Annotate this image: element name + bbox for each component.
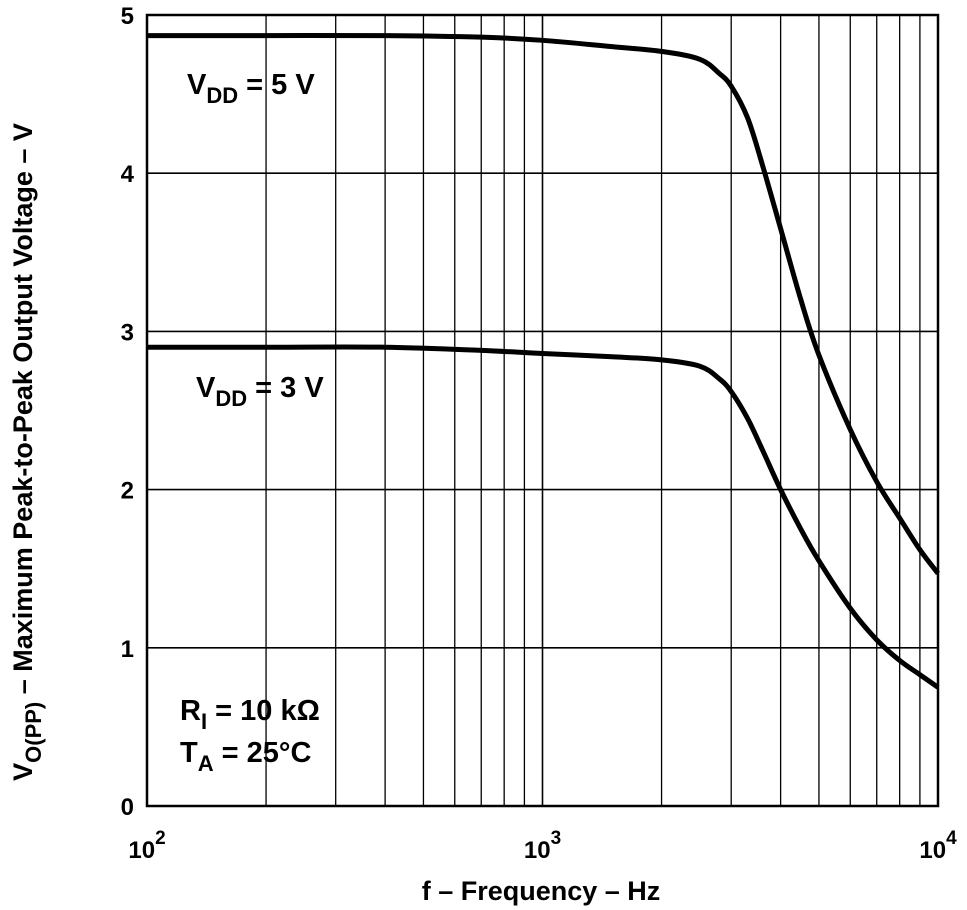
y-tick-label: 2 (121, 478, 134, 505)
y-tick-label: 0 (121, 794, 134, 821)
series-label-5v: VDD = 5 V (187, 69, 315, 108)
plot-frame (145, 13, 940, 808)
series-group (146, 32, 940, 690)
y-tick-label: 4 (121, 161, 135, 188)
series-line-1 (146, 344, 940, 690)
series-label-3v: VDD = 3 V (196, 372, 324, 411)
y-tick-label: 1 (121, 636, 134, 663)
x-axis-title: f – Frequency – Hz (422, 876, 661, 906)
annotation-temperature: TA = 25°C (180, 737, 312, 776)
y-tick-labels: 0 1 2 3 4 5 (121, 3, 135, 821)
y-axis-title: VO(PP) – Maximum Peak-to-Peak Output Vol… (8, 123, 46, 781)
annotation-resistance: RI = 10 kΩ (180, 695, 320, 734)
y-tick-label: 5 (121, 3, 134, 30)
x-tick-label: 104 (919, 828, 957, 864)
grid (147, 15, 938, 806)
series-line-0 (147, 32, 940, 575)
x-tick-label: 102 (128, 828, 165, 864)
x-tick-label: 103 (524, 828, 561, 864)
x-tick-labels: 102 103 104 (128, 828, 957, 864)
y-tick-label: 3 (121, 319, 134, 346)
